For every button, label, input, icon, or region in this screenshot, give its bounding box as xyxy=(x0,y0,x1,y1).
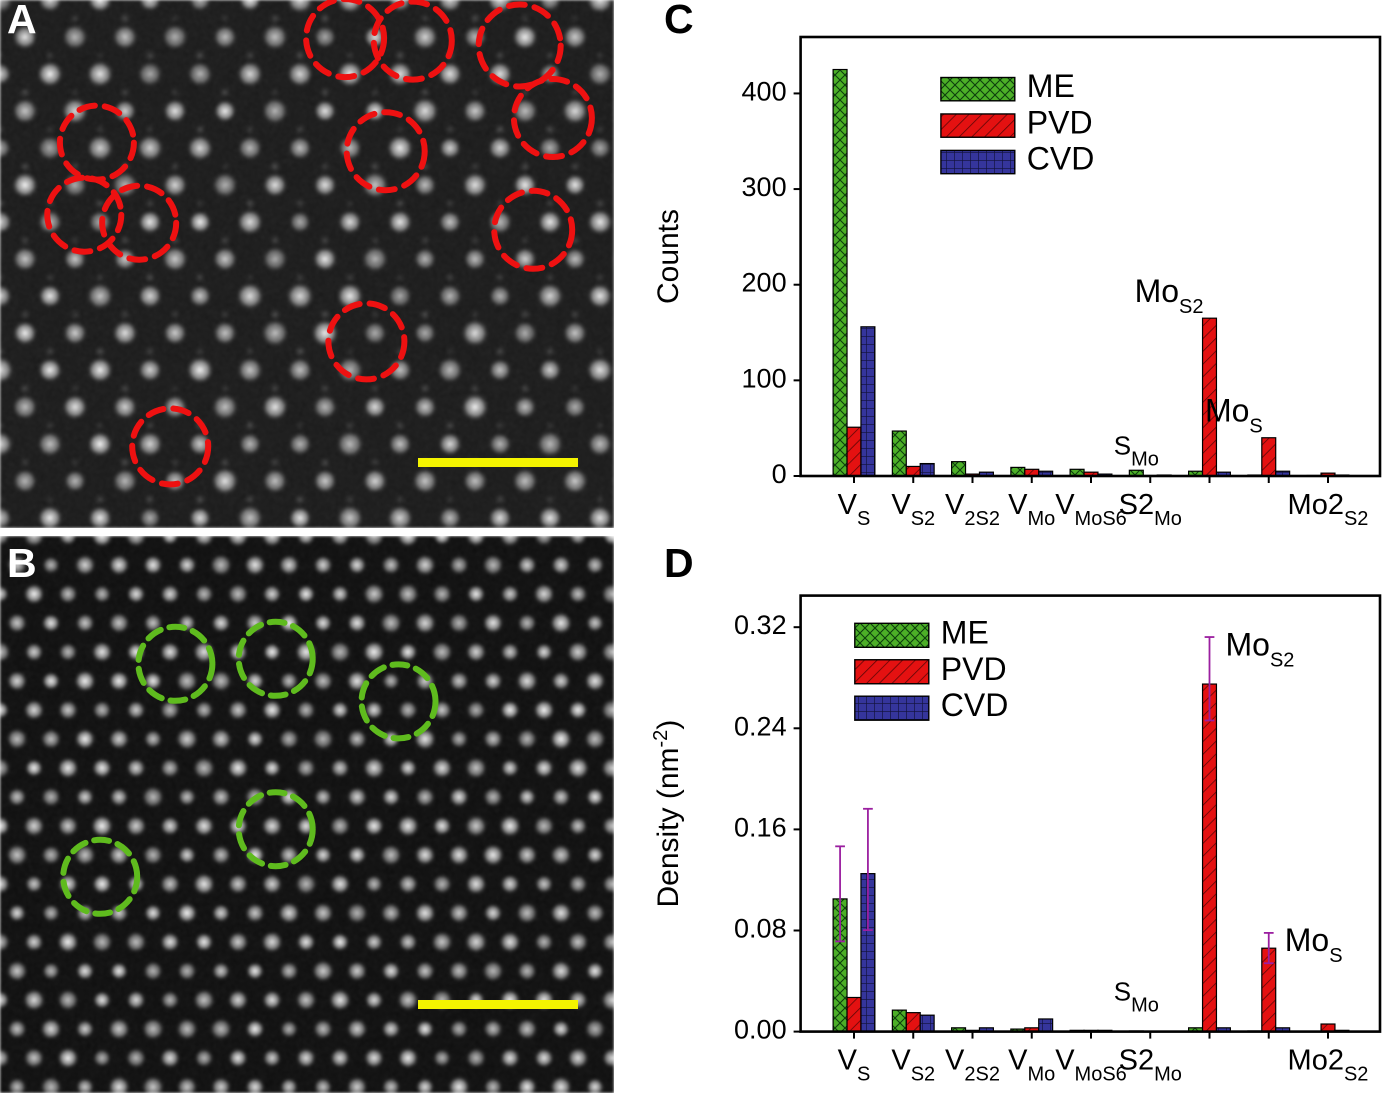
svg-text:S2Mo: S2Mo xyxy=(1119,1045,1182,1086)
svg-text:VS: VS xyxy=(838,489,871,530)
svg-text:V2S2: V2S2 xyxy=(945,1045,1000,1086)
svg-text:0.32: 0.32 xyxy=(734,610,787,640)
svg-text:Density (nm-2): Density (nm-2) xyxy=(650,720,685,908)
svg-text:VMo: VMo xyxy=(1008,1045,1055,1086)
svg-text:Counts: Counts xyxy=(652,209,685,304)
svg-text:0.24: 0.24 xyxy=(734,711,787,741)
svg-text:0.16: 0.16 xyxy=(734,812,787,842)
svg-text:CVD: CVD xyxy=(941,687,1009,723)
svg-text:VS2: VS2 xyxy=(891,489,935,530)
svg-text:VMoS6: VMoS6 xyxy=(1055,1045,1127,1086)
svg-text:CVD: CVD xyxy=(1027,141,1095,177)
svg-text:0.08: 0.08 xyxy=(734,914,787,944)
svg-text:100: 100 xyxy=(742,363,787,393)
svg-text:Mo2S2: Mo2S2 xyxy=(1288,489,1369,530)
svg-text:VMoS6: VMoS6 xyxy=(1055,489,1127,530)
svg-text:Mo2S2: Mo2S2 xyxy=(1288,1045,1369,1086)
svg-text:PVD: PVD xyxy=(941,651,1007,687)
svg-text:PVD: PVD xyxy=(1027,104,1093,140)
svg-text:0: 0 xyxy=(772,459,787,489)
svg-text:ME: ME xyxy=(941,614,989,650)
svg-text:400: 400 xyxy=(742,76,787,106)
svg-text:300: 300 xyxy=(742,172,787,202)
svg-text:VS: VS xyxy=(838,1045,871,1086)
svg-text:0.00: 0.00 xyxy=(734,1015,787,1045)
svg-text:200: 200 xyxy=(742,268,787,298)
svg-text:V2S2: V2S2 xyxy=(945,489,1000,530)
svg-text:S2Mo: S2Mo xyxy=(1119,489,1182,530)
svg-text:VMo: VMo xyxy=(1008,489,1055,530)
svg-text:ME: ME xyxy=(1027,68,1075,104)
svg-text:VS2: VS2 xyxy=(891,1045,935,1086)
